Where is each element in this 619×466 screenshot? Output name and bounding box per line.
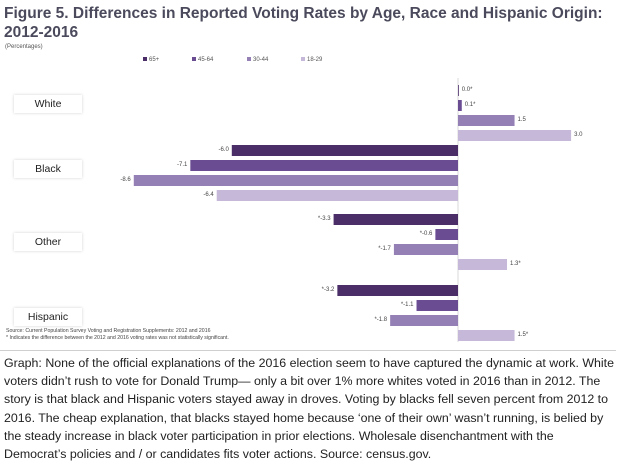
bar-other-45-64 <box>435 229 458 240</box>
bar-chart: 0.0* 0.1* 1.5 3.0 -6.0 -7.1 -8.6 -6.4 *-3.3 *-0.6… <box>120 78 583 342</box>
bar-hispanic-30-44 <box>390 315 458 326</box>
footnote: * Indicates the difference between the 2… <box>6 334 229 341</box>
bar-black-18-29 <box>216 190 458 201</box>
category-label-black: Black <box>14 160 82 178</box>
legend-item-45-64: 45-64 <box>192 56 213 64</box>
bar-white-45-64 <box>458 100 462 111</box>
data-label-other-65+: *-3.3 <box>318 216 331 222</box>
legend-item-65+: 65+ <box>143 56 159 64</box>
legend-label: 30-44 <box>253 57 269 63</box>
data-label-black-30-44: -8.6 <box>120 177 131 183</box>
bar-white-18-29 <box>458 130 572 141</box>
bar-black-45-64 <box>190 160 458 171</box>
bar-black-30-44 <box>133 175 458 186</box>
bar-hispanic-65+ <box>337 285 458 296</box>
legend-swatch <box>247 57 251 62</box>
chart-title: Figure 5. Differences in Reported Voting… <box>4 5 603 41</box>
data-label-other-30-44: *-1.7 <box>378 246 391 252</box>
data-label-black-65+: -6.0 <box>218 147 229 153</box>
legend-swatch <box>192 57 196 62</box>
legend-label: 45-64 <box>198 57 214 63</box>
data-label-hispanic-30-44: *-1.8 <box>374 317 387 323</box>
bar-hispanic-45-64 <box>416 300 458 311</box>
category-label-other: Other <box>14 233 82 251</box>
data-label-white-65+: 0.0* <box>462 87 473 93</box>
data-label-hispanic-18-29: 1.5* <box>518 332 529 338</box>
legend-swatch <box>143 57 147 62</box>
bar-hispanic-18-29 <box>458 330 515 341</box>
data-label-other-45-64: *-0.6 <box>420 231 433 237</box>
chart-figure: Figure 5. Differences in Reported Voting… <box>0 5 616 351</box>
data-label-hispanic-65+: *-3.2 <box>322 287 335 293</box>
chart-legend: 65+ 45-64 30-44 18-29 <box>0 56 616 66</box>
legend-label: 18-29 <box>307 57 323 63</box>
chart-unit-label: (Percentages) <box>5 44 43 50</box>
legend-label: 65+ <box>149 57 160 63</box>
source-note: Source: Current Population Survey Voting… <box>6 328 211 334</box>
bar-other-30-44 <box>393 244 458 255</box>
legend-item-18-29: 18-29 <box>301 56 322 64</box>
bar-other-18-29 <box>458 259 508 270</box>
legend-item-30-44: 30-44 <box>247 56 268 64</box>
data-label-other-18-29: 1.3* <box>510 261 521 267</box>
category-label-hispanic: Hispanic <box>14 308 82 326</box>
bar-white-30-44 <box>458 115 515 126</box>
data-label-white-18-29: 3.0 <box>574 132 583 138</box>
bar-black-65+ <box>231 145 458 156</box>
image-caption: Graph: None of the official explanations… <box>4 356 615 462</box>
data-label-black-45-64: -7.1 <box>177 162 188 168</box>
bar-other-65+ <box>333 214 458 225</box>
category-label-white: White <box>14 95 82 113</box>
data-label-black-18-29: -6.4 <box>203 192 214 198</box>
legend-swatch <box>301 57 305 62</box>
chart-source: Source: Current Population Survey Voting… <box>6 328 229 341</box>
bar-white-65+ <box>458 85 459 96</box>
data-label-white-30-44: 1.5 <box>518 117 527 123</box>
data-label-white-45-64: 0.1* <box>465 102 476 108</box>
data-label-hispanic-45-64: *-1.1 <box>401 302 414 308</box>
